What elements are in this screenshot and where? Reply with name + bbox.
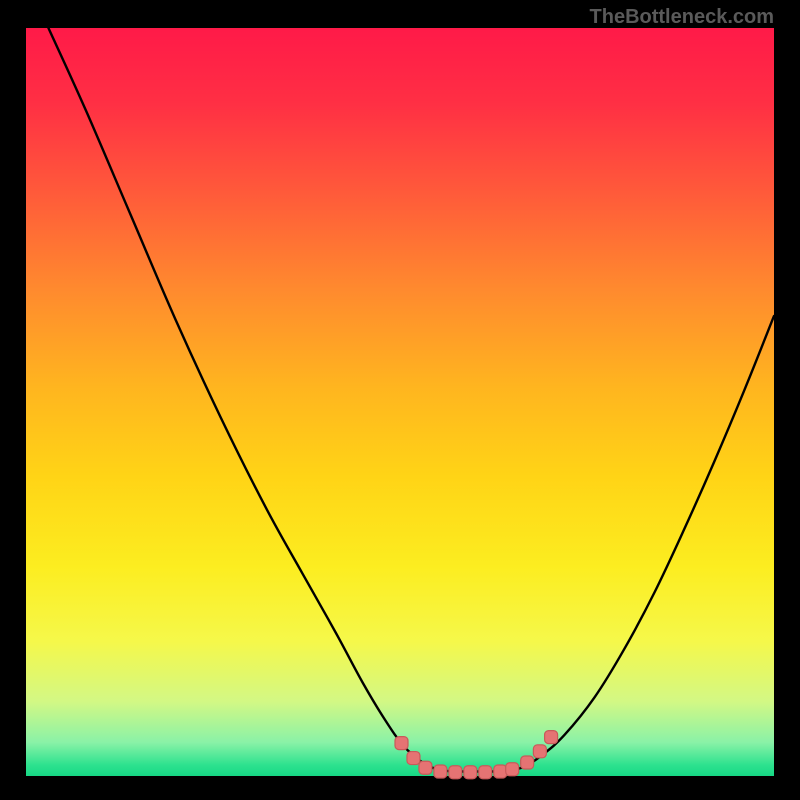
marker — [521, 756, 534, 769]
marker — [449, 766, 462, 779]
chart-frame: TheBottleneck.com — [0, 0, 800, 800]
gradient-background — [26, 28, 774, 776]
marker — [545, 731, 558, 744]
marker — [434, 765, 447, 778]
marker — [494, 765, 507, 778]
marker — [506, 763, 519, 776]
marker — [407, 752, 420, 765]
chart-svg — [26, 28, 774, 776]
marker — [419, 761, 432, 774]
marker — [533, 745, 546, 758]
marker — [395, 737, 408, 750]
watermark-text: TheBottleneck.com — [590, 6, 774, 29]
plot-area — [26, 28, 774, 776]
marker — [479, 766, 492, 779]
marker — [464, 766, 477, 779]
